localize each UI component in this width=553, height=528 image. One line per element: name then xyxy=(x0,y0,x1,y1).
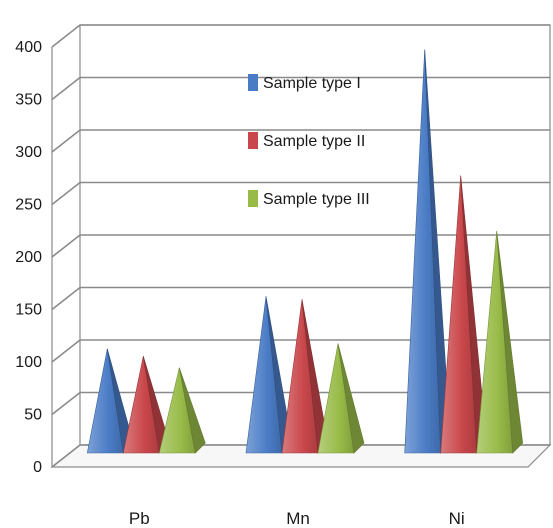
legend-label: Sample type II xyxy=(263,133,365,150)
y-tick-label: 50 xyxy=(24,407,42,424)
legend-swatch xyxy=(248,74,258,91)
y-tick-label: 300 xyxy=(15,144,42,161)
gridline xyxy=(51,129,550,153)
gridline xyxy=(51,391,550,416)
gridline xyxy=(51,444,550,468)
y-tick-label: 250 xyxy=(15,197,42,214)
y-tick-label: 150 xyxy=(15,302,42,319)
pyramid-pb-series-1 xyxy=(86,348,134,454)
y-tick-label: 100 xyxy=(15,354,42,371)
legend-label: Sample type III xyxy=(263,191,370,208)
legend-item: Sample type II xyxy=(248,132,365,150)
legend: Sample type I Sample type II Sample type I… xyxy=(248,74,370,208)
legend-item: Sample type I xyxy=(248,74,361,92)
x-category-label: Mn xyxy=(286,509,310,528)
legend-label: Sample type I xyxy=(263,75,361,92)
y-axis-ticks: 0 50 100 150 200 250 300 350 400 xyxy=(15,39,42,476)
pyramid-side-face xyxy=(179,367,206,454)
y-tick-label: 0 xyxy=(33,459,42,476)
gridlines xyxy=(51,24,550,468)
legend-swatch xyxy=(248,132,258,149)
x-axis-categories: Pb Mn Ni xyxy=(129,509,465,528)
gridline xyxy=(51,234,550,258)
x-category-label: Ni xyxy=(449,509,465,528)
pyramid-mn-series-3 xyxy=(317,343,365,454)
pyramid-side-face xyxy=(337,343,365,454)
pyramid-ni-series-1 xyxy=(404,49,452,454)
pyramids xyxy=(86,49,524,454)
pyramid-pb-series-2 xyxy=(122,356,170,454)
y-tick-label: 350 xyxy=(15,92,42,109)
legend-item: Sample type III xyxy=(248,190,370,208)
pyramid-mn-series-2 xyxy=(281,299,329,454)
pyramid-pb-series-3 xyxy=(158,367,206,454)
pyramid-side-face xyxy=(496,231,524,454)
pyramid-ni-series-2 xyxy=(440,175,488,454)
legend-swatch xyxy=(248,190,258,207)
y-tick-label: 200 xyxy=(15,249,42,266)
gridline xyxy=(51,339,550,363)
gridline xyxy=(51,181,550,206)
pyramid-ni-series-3 xyxy=(476,231,524,454)
x-category-label: Pb xyxy=(129,509,150,528)
gridline xyxy=(51,76,550,101)
gridline xyxy=(51,286,550,311)
gridline xyxy=(51,24,550,48)
y-tick-label: 400 xyxy=(15,39,42,56)
